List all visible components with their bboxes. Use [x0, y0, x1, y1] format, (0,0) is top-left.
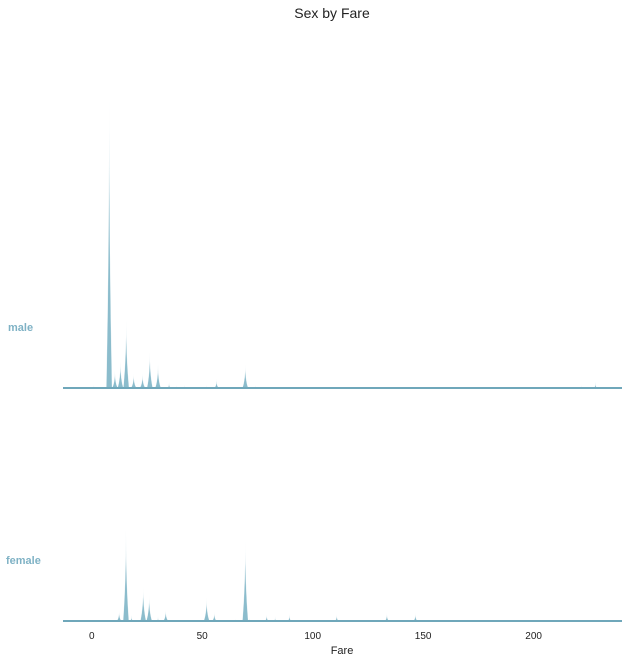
- male-density-peak: [130, 373, 137, 389]
- male-density-peak: [242, 364, 249, 389]
- x-axis: 0 50 100 150 200: [89, 631, 542, 642]
- female-density-peak: [162, 609, 170, 622]
- x-tick-label: 150: [415, 631, 432, 642]
- male-density-peak: [106, 92, 113, 389]
- female-density-peak: [116, 610, 123, 622]
- male-density-peak: [213, 379, 220, 389]
- female-density-peak: [140, 586, 147, 622]
- male-density-peak: [123, 319, 130, 389]
- male-density-peak: [139, 373, 146, 389]
- x-tick-label: 100: [304, 631, 321, 642]
- female-density-peak: [263, 613, 270, 622]
- female-density-peak: [333, 613, 340, 622]
- female-density-peak: [146, 595, 153, 622]
- male-density-peak: [117, 361, 124, 389]
- male-density-peak: [146, 352, 153, 389]
- male-density-peak: [154, 364, 162, 389]
- female-density-peak: [203, 597, 210, 622]
- female-density-peak: [242, 540, 249, 622]
- x-tick-label: 50: [197, 631, 209, 642]
- ridge-male: male: [8, 92, 622, 389]
- ridges: male female: [6, 92, 622, 623]
- x-axis-label: Fare: [331, 645, 354, 657]
- female-density-peak: [211, 611, 218, 622]
- female-density-peak: [384, 612, 390, 622]
- row-label-male: male: [8, 322, 33, 334]
- x-tick-label: 0: [89, 631, 95, 642]
- female-density-peak: [122, 530, 130, 622]
- female-density-peak: [286, 613, 293, 622]
- male-density-peak: [111, 370, 119, 389]
- ridge-female: female: [6, 530, 622, 623]
- female-density-peak: [412, 612, 419, 622]
- chart-title: Sex by Fare: [294, 5, 370, 21]
- x-tick-label: 200: [525, 631, 542, 642]
- row-label-female: female: [6, 555, 41, 567]
